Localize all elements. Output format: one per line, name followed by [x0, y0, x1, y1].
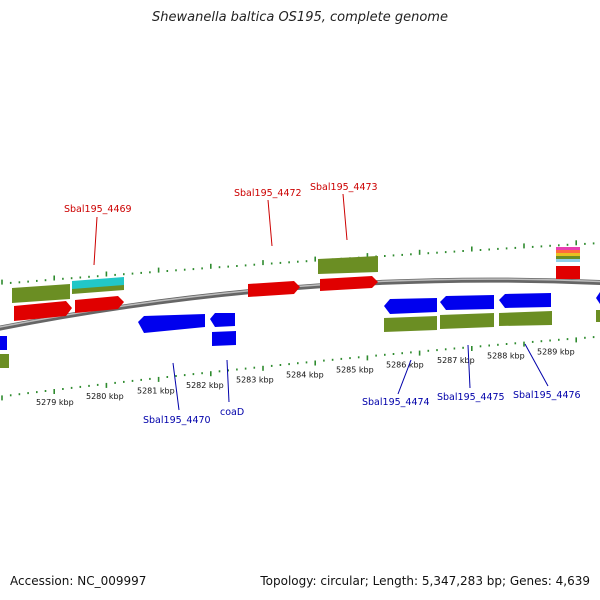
- gene-reverse-arrow[interactable]: [499, 293, 551, 308]
- gene-forward-arrow[interactable]: [14, 301, 72, 321]
- feature-bar[interactable]: [384, 316, 437, 332]
- gene-reverse-arrow[interactable]: [210, 313, 235, 327]
- gene-label[interactable]: Sbal195_4472: [234, 188, 302, 199]
- scale-tick-label: 5280 kbp: [86, 392, 124, 401]
- gene-label-leaders: [93, 193, 549, 411]
- gene-forward-arrow[interactable]: [75, 296, 124, 313]
- feature-bar[interactable]: [318, 256, 378, 274]
- scale-tick-label: 5283 kbp: [236, 376, 274, 385]
- gene-label[interactable]: Sbal195_4469: [64, 204, 132, 215]
- scale-tick-label: 5288 kbp: [487, 352, 525, 361]
- inner-tick-row: [1, 336, 595, 401]
- feature-bar-cyan[interactable]: [72, 277, 124, 289]
- genome-backbone-highlight: [0, 278, 600, 328]
- gene-reverse-arrow[interactable]: [384, 298, 437, 314]
- gene-reverse-arrow[interactable]: [212, 331, 236, 346]
- gene-forward-arrow[interactable]: [248, 281, 300, 297]
- scale-tick-label: 5289 kbp: [537, 348, 575, 357]
- map-title: Shewanella baltica OS195, complete genom…: [152, 10, 448, 25]
- scale-tick-label: 5284 kbp: [286, 370, 324, 379]
- feature-bar[interactable]: [12, 284, 70, 303]
- feature-bar-multicolor[interactable]: [556, 259, 580, 262]
- gene-reverse-arrow[interactable]: [138, 314, 205, 333]
- feature-bar[interactable]: [0, 354, 9, 368]
- scale-tick-label: 5279 kbp: [36, 398, 74, 407]
- gene-reverse-arrow[interactable]: [0, 336, 7, 350]
- gene-labels: Sbal195_4469 Sbal195_4472 Sbal195_4473 S…: [64, 182, 581, 426]
- scale-tick-label: 5286 kbp: [386, 361, 424, 370]
- feature-bar-multicolor[interactable]: [556, 250, 580, 253]
- accession-text: Accession: NC_009997: [10, 574, 147, 588]
- feature-bar[interactable]: [499, 311, 552, 326]
- gene-reverse-arrow[interactable]: [440, 295, 494, 310]
- gene-label[interactable]: Sbal195_4474: [362, 397, 430, 408]
- gene-label[interactable]: Sbal195_4476: [513, 390, 581, 401]
- feature-bar[interactable]: [596, 310, 600, 322]
- scale-tick-label: 5281 kbp: [137, 386, 175, 395]
- forward-feature-bars: [12, 247, 580, 303]
- reverse-feature-bars: [0, 310, 600, 368]
- gene-forward-arrow[interactable]: [556, 266, 580, 279]
- reverse-strand-genes: [0, 292, 600, 350]
- gene-label[interactable]: Sbal195_4473: [310, 182, 378, 193]
- gene-label[interactable]: Sbal195_4470: [143, 415, 211, 426]
- genome-backbone: [0, 277, 600, 331]
- forward-strand-genes: [14, 266, 580, 321]
- scale-tick-label: 5287 kbp: [437, 356, 475, 365]
- feature-bar-multicolor[interactable]: [556, 247, 580, 250]
- feature-bar-multicolor[interactable]: [556, 253, 580, 256]
- feature-bar-multicolor[interactable]: [556, 256, 580, 259]
- gene-forward-arrow[interactable]: [320, 276, 378, 291]
- scale-tick-label: 5282 kbp: [186, 381, 224, 390]
- gene-reverse-arrow[interactable]: [596, 292, 600, 304]
- feature-bar[interactable]: [440, 313, 494, 329]
- scale-tick-label: 5285 kbp: [336, 366, 374, 375]
- gene-label[interactable]: coaD: [220, 407, 244, 418]
- gene-label[interactable]: Sbal195_4475: [437, 392, 505, 403]
- outer-tick-row: [1, 240, 595, 285]
- scale-tick-labels: 5279 kbp 5280 kbp 5281 kbp 5282 kbp 5283 kbp…: [36, 348, 575, 408]
- topology-summary: Topology: circular; Length: 5,347,283 bp…: [260, 574, 590, 588]
